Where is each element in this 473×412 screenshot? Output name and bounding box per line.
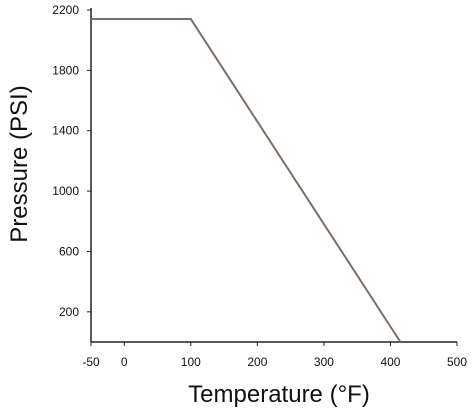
y-tick-label: 1000 [52, 184, 79, 198]
x-tick-labels: -50 0 100 200 300 400 500 [82, 342, 467, 369]
series-layer [91, 18, 402, 343]
y-tick-label: 1400 [52, 124, 79, 138]
y-axis-title: Pressure (PSI) [6, 85, 33, 242]
y-tick-labels: 200 600 1000 1400 1800 2200 [52, 3, 91, 319]
x-tick-label: 100 [181, 355, 201, 369]
y-tick-label: 200 [59, 305, 79, 319]
y-tick-label: 2200 [52, 3, 79, 17]
y-tick-label: 1800 [52, 63, 79, 77]
x-tick-label: 500 [447, 355, 467, 369]
x-axis-title: Temperature (°F) [188, 381, 370, 408]
axes [90, 8, 457, 343]
x-tick-label: -50 [82, 355, 100, 369]
x-tick-label: 400 [380, 355, 400, 369]
x-tick-label: 300 [314, 355, 334, 369]
y-tick-label: 600 [59, 244, 79, 258]
series-line [91, 18, 402, 343]
x-tick-label: 200 [247, 355, 267, 369]
x-tick-label: 0 [121, 355, 128, 369]
